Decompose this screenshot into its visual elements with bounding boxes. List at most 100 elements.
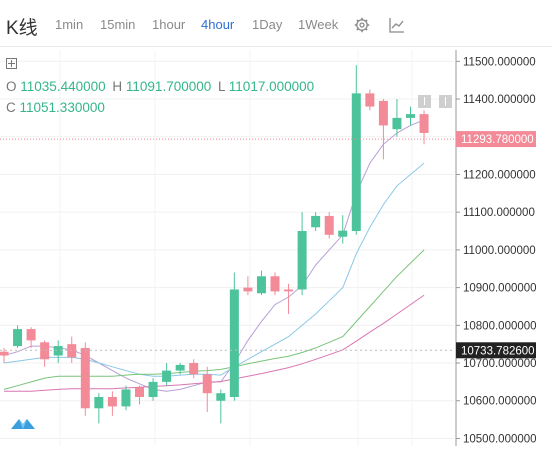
candle-body: [162, 370, 172, 382]
candle-down: [135, 385, 144, 405]
y-tick-label: 11500.000000: [463, 56, 536, 68]
y-tick-label: 10800.000000: [463, 320, 537, 332]
candle-body: [80, 347, 90, 409]
candle-up: [216, 389, 226, 424]
candle-body: [243, 287, 253, 292]
candle-body: [26, 329, 36, 341]
candle-down: [270, 272, 280, 296]
y-tick-label: 11100.000000: [463, 207, 535, 219]
crosshair-icon[interactable]: [6, 58, 17, 69]
candle-down: [40, 340, 50, 367]
ma4-line: [4, 294, 425, 392]
timeframe-1min[interactable]: 1min: [55, 17, 84, 32]
candle-down: [243, 276, 253, 296]
timeframe-15min[interactable]: 15min: [100, 17, 136, 32]
candle-up: [338, 215, 348, 244]
chart-title: K线: [6, 18, 38, 39]
marker-price-label: 10733.782600: [461, 345, 535, 357]
candle-body: [297, 231, 307, 290]
candle-up: [392, 99, 402, 137]
candle-body: [13, 329, 23, 347]
ohlc-row-2: C 11051.330000: [6, 100, 105, 115]
low-value: 11017.000000: [228, 79, 315, 94]
candle-down: [189, 359, 199, 379]
scroll-down-icon[interactable]: [418, 95, 431, 108]
candle-up: [297, 212, 307, 296]
candle-up: [311, 212, 321, 232]
candle-body: [351, 93, 361, 232]
indicator-chart-icon[interactable]: [389, 17, 405, 33]
candle-body: [107, 396, 117, 407]
candle-down: [80, 342, 90, 416]
candle-body: [121, 389, 131, 407]
candle-body: [216, 393, 226, 401]
price-axis: 11500.00000011400.00000011300.0000001120…: [455, 50, 537, 446]
candle-up: [351, 65, 361, 235]
low-label: L: [218, 79, 226, 94]
candle-down: [107, 391, 117, 416]
candle-up: [94, 393, 104, 424]
y-tick-label: 11000.000000: [463, 245, 536, 257]
candle-body: [53, 346, 63, 356]
marker-price-tag: [456, 342, 536, 359]
high-value: 11091.700000: [125, 79, 212, 94]
candle-body: [135, 387, 144, 397]
reset-scale-icon[interactable]: [439, 95, 453, 108]
y-tick-label: 10900.000000: [463, 283, 537, 295]
y-tick-label: 10600.000000: [463, 396, 537, 408]
candle-down: [419, 110, 429, 145]
ma2-line: [3, 162, 425, 377]
candle-body: [338, 230, 348, 237]
candle-up: [121, 385, 131, 411]
price-tags: 11293.780000 10733.782600: [0, 131, 536, 359]
open-label: O: [6, 79, 17, 94]
candle-down: [0, 347, 9, 364]
candle-body: [365, 93, 375, 107]
close-value: 11051.330000: [19, 100, 105, 115]
gear-icon[interactable]: [354, 17, 370, 33]
candle-body: [270, 276, 280, 292]
candle-up: [53, 340, 63, 364]
candle-body: [406, 114, 415, 118]
candle-up: [229, 272, 239, 401]
candle-body: [392, 117, 402, 130]
candle-down: [324, 212, 334, 239]
timeframe-1day[interactable]: 1Day: [252, 17, 283, 32]
candle-body: [189, 363, 199, 375]
close-label: C: [6, 100, 16, 115]
candle-body: [94, 396, 104, 409]
candle-body: [324, 215, 334, 235]
candle-body: [0, 351, 9, 356]
candle-body: [229, 289, 239, 397]
y-tick-label: 11200.000000: [463, 169, 536, 181]
candle-down: [378, 99, 388, 160]
current-price-label: 11293.780000: [461, 134, 534, 146]
ohlc-row-1: O 11035.440000 H 11091.700000 L 11017.00…: [6, 79, 314, 94]
candle-up: [13, 325, 23, 348]
timeframe-1week[interactable]: 1Week: [298, 17, 339, 32]
y-tick-label: 10500.000000: [463, 433, 537, 445]
candle-up: [175, 363, 185, 375]
candle-body: [148, 381, 158, 397]
candle-body: [40, 342, 50, 360]
candle-up: [148, 378, 158, 401]
chart-toolbar: K线 1min 15min 1hour 4hour 1Day 1Week: [0, 0, 552, 47]
candle-body: [175, 364, 185, 371]
y-tick-label: 10700.000000: [463, 358, 537, 370]
candle-body: [202, 374, 212, 394]
candle-up: [256, 270, 266, 296]
candle-down: [284, 283, 294, 314]
candle-body: [256, 276, 266, 294]
current-price-tag: [456, 131, 536, 148]
candle-down: [202, 366, 212, 413]
candle-up: [162, 363, 172, 386]
high-label: H: [112, 79, 123, 94]
ma3-line: [3, 249, 425, 390]
open-value: 11035.440000: [20, 79, 106, 94]
logo-icon: [11, 419, 35, 429]
timeframe-1hour[interactable]: 1hour: [152, 17, 186, 32]
timeframe-4hour[interactable]: 4hour: [201, 17, 235, 32]
candle-body: [419, 114, 429, 133]
candle-down: [26, 327, 36, 348]
